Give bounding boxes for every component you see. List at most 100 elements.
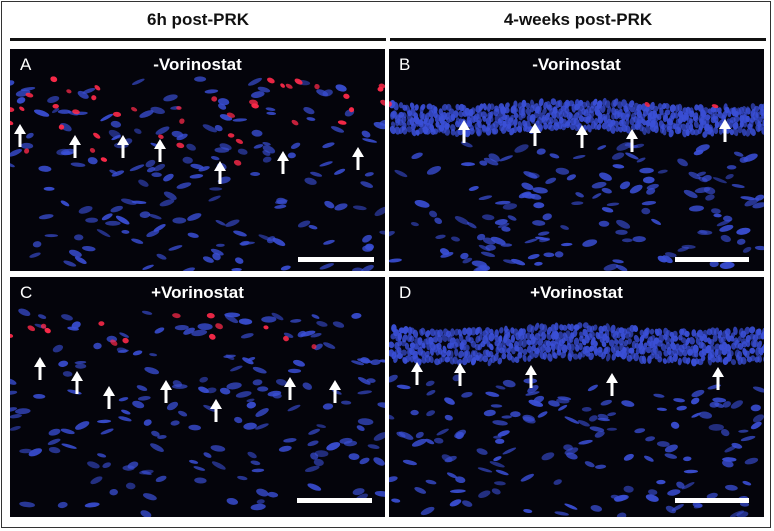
nucleus	[597, 145, 607, 150]
nucleus	[148, 213, 162, 220]
nucleus	[311, 314, 320, 319]
nucleus	[397, 332, 403, 341]
nucleus	[709, 339, 715, 347]
nucleus	[600, 399, 613, 406]
nucleus	[461, 162, 475, 167]
nucleus	[605, 336, 610, 344]
nucleus	[454, 429, 467, 439]
nucleus	[728, 350, 734, 357]
nucleus	[267, 491, 279, 498]
nucleus	[582, 239, 598, 247]
nucleus	[664, 453, 678, 459]
nucleus	[611, 352, 617, 361]
arrow-up-icon	[329, 380, 341, 403]
nucleus	[132, 350, 143, 356]
nucleus	[495, 200, 511, 205]
nucleus	[283, 332, 294, 339]
nucleus	[287, 404, 301, 412]
nucleus	[247, 451, 257, 459]
arrow-up-icon	[606, 373, 618, 396]
nucleus	[310, 332, 322, 338]
nucleus	[401, 126, 408, 135]
column-rule-right	[390, 38, 766, 41]
nucleus	[394, 126, 401, 135]
nucleus	[736, 107, 742, 116]
nucleus	[44, 234, 58, 238]
nucleus	[561, 344, 568, 354]
nucleus	[139, 211, 151, 219]
nucleus	[615, 229, 628, 235]
nucleus	[645, 125, 651, 134]
nucleus	[676, 348, 684, 357]
nucleus	[410, 222, 419, 227]
nucleus	[255, 408, 269, 417]
nucleus	[434, 217, 443, 225]
nucleus	[322, 89, 333, 97]
nucleus	[252, 366, 267, 374]
nucleus	[441, 334, 448, 343]
nucleus	[393, 329, 400, 337]
nucleus	[176, 142, 185, 149]
nucleus	[467, 354, 473, 363]
nucleus	[700, 355, 706, 362]
nucleus	[596, 104, 602, 113]
nucleus	[662, 114, 669, 123]
nucleus	[482, 115, 487, 122]
nucleus	[645, 119, 651, 127]
nucleus	[410, 409, 419, 416]
nucleus	[614, 338, 619, 345]
nucleus	[458, 110, 464, 118]
nucleus	[72, 109, 80, 115]
nucleus	[404, 355, 411, 363]
nucleus	[633, 352, 640, 362]
nucleus	[362, 138, 378, 143]
nucleus	[603, 263, 619, 271]
nucleus	[490, 236, 506, 245]
nucleus	[629, 105, 636, 113]
nucleus	[697, 126, 703, 135]
micrograph-panel-d: D +Vorinostat	[389, 277, 764, 517]
nucleus	[38, 214, 54, 220]
nucleus	[680, 123, 687, 132]
nucleus	[187, 232, 199, 238]
nucleus	[458, 350, 464, 359]
nucleus	[561, 337, 566, 344]
nucleus	[360, 357, 371, 364]
nucleus	[377, 402, 385, 409]
nucleus	[681, 482, 695, 490]
nucleus	[24, 148, 30, 154]
nucleus	[251, 129, 263, 137]
nucleus	[578, 115, 585, 122]
nucleus	[335, 84, 347, 92]
nucleus	[262, 156, 272, 163]
nucleus	[493, 435, 502, 439]
nucleus	[240, 333, 254, 339]
nucleus	[261, 316, 277, 323]
nucleus	[102, 462, 111, 469]
nucleus	[685, 129, 690, 137]
nucleus	[466, 222, 477, 229]
nucleus	[490, 404, 503, 408]
nucleus	[580, 350, 586, 358]
nucleus	[698, 411, 713, 419]
nucleus	[677, 103, 683, 112]
arrow-up-icon	[411, 362, 423, 385]
nucleus	[146, 167, 156, 173]
nucleus	[98, 321, 105, 326]
nucleus	[754, 245, 764, 251]
nucleus	[62, 371, 73, 377]
nucleus	[389, 230, 395, 238]
nucleus	[750, 355, 756, 362]
nucleus	[713, 327, 720, 336]
nucleus	[493, 456, 502, 462]
nucleus	[748, 119, 754, 128]
nucleus	[694, 104, 699, 111]
nucleus	[693, 115, 699, 122]
nucleus	[683, 469, 698, 474]
nucleus	[425, 479, 437, 485]
nucleus	[323, 342, 336, 349]
nucleus	[554, 511, 569, 516]
nucleus	[736, 238, 746, 245]
nucleus	[505, 102, 510, 109]
nucleus	[636, 104, 643, 112]
